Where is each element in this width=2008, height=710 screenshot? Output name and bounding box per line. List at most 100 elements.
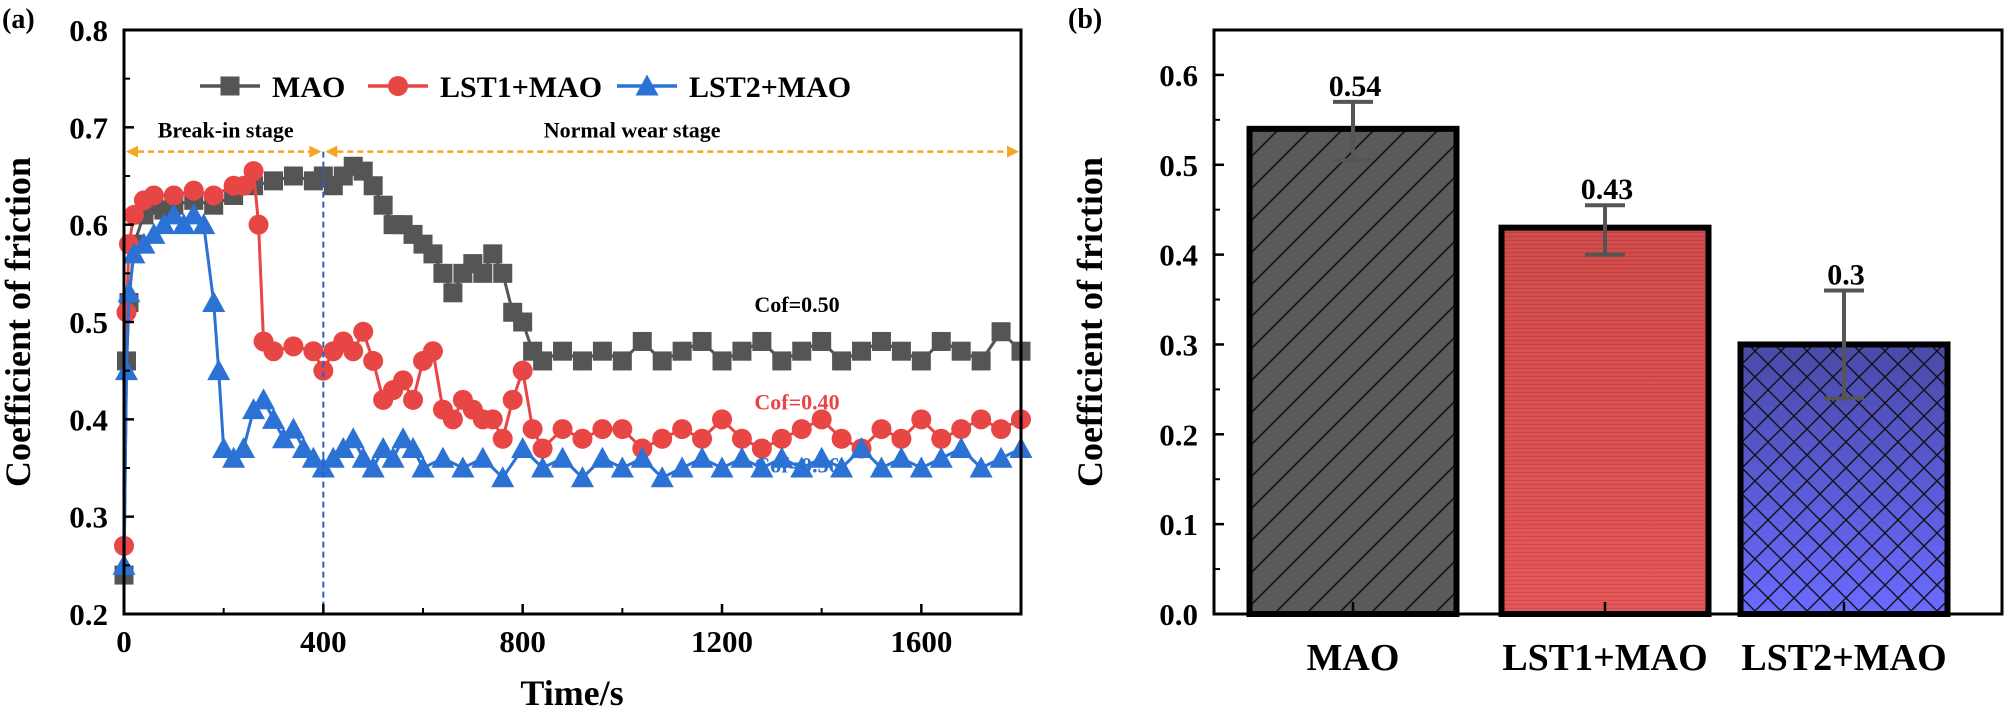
break-in-label: Break-in stage	[158, 118, 294, 143]
panel-b-label: (b)	[1068, 4, 1102, 35]
bar-pattern	[1501, 227, 1709, 614]
data-point	[233, 175, 254, 196]
y-tick-label: 0.4	[69, 402, 108, 437]
data-point	[482, 409, 503, 430]
data-point	[433, 263, 453, 283]
cof-annotation: Cof=0.50	[754, 292, 839, 317]
panel-a-legend: MAO LST1+MAO LST2+MAO	[200, 71, 851, 104]
arrowhead-left	[325, 145, 338, 158]
data-point	[672, 341, 692, 361]
data-point	[442, 409, 463, 430]
category-label: LST1+MAO	[1502, 637, 1707, 679]
data-point	[212, 437, 236, 459]
legend-label: LST2+MAO	[689, 71, 851, 104]
legend-marker	[388, 76, 408, 96]
data-point	[752, 331, 772, 351]
data-point	[850, 437, 874, 459]
data-point	[492, 428, 513, 449]
data-point	[612, 419, 633, 440]
data-point	[991, 419, 1012, 440]
data-point	[303, 341, 324, 362]
data-point	[483, 244, 503, 264]
y-tick-label: 0.2	[1159, 417, 1198, 452]
data-point	[351, 446, 375, 468]
legend-marker	[635, 74, 659, 96]
bar-fill	[1249, 128, 1457, 615]
data-point	[553, 341, 573, 361]
x-tick-label: 0	[116, 624, 132, 659]
bar-mao: 0.54	[1246, 70, 1460, 617]
x-tick-label: 1200	[691, 624, 753, 659]
data-point	[162, 203, 186, 225]
bar-value-label: 0.54	[1329, 70, 1382, 103]
series-lst1-mao	[114, 161, 1031, 556]
data-point	[951, 419, 972, 440]
bar-value-label: 0.43	[1581, 173, 1634, 206]
data-point	[403, 389, 424, 410]
data-point	[830, 456, 854, 478]
data-point	[313, 360, 334, 381]
data-point	[772, 351, 792, 371]
data-point	[363, 350, 384, 371]
y-tick-label: 0.0	[1159, 597, 1198, 632]
data-point	[869, 456, 893, 478]
data-point	[443, 283, 463, 303]
data-point	[692, 428, 713, 449]
data-point	[423, 244, 443, 264]
data-point	[551, 446, 575, 468]
data-point	[252, 388, 276, 410]
data-point	[989, 446, 1013, 468]
data-point	[522, 419, 543, 440]
data-point	[502, 389, 523, 410]
legend-label: MAO	[272, 71, 345, 104]
data-point	[353, 321, 374, 342]
data-point	[471, 446, 495, 468]
data-point	[692, 331, 712, 351]
data-point	[672, 419, 693, 440]
data-point	[533, 351, 553, 371]
data-point	[283, 336, 304, 357]
category-label: LST2+MAO	[1741, 637, 1946, 679]
data-point	[511, 437, 535, 459]
arrowhead-left	[126, 145, 138, 158]
data-point	[871, 419, 892, 440]
data-point	[513, 312, 533, 332]
data-point	[391, 427, 415, 449]
data-point	[969, 456, 993, 478]
series-lst2-mao	[112, 203, 1033, 575]
data-point	[852, 341, 872, 361]
data-point	[262, 407, 285, 429]
data-point	[909, 456, 933, 478]
panel-b-frame	[1212, 28, 2004, 616]
legend-marker	[220, 76, 240, 96]
data-point	[123, 204, 144, 225]
y-tick-label: 0.2	[69, 597, 108, 632]
data-point	[512, 360, 533, 381]
y-tick-label: 0.1	[1159, 507, 1198, 542]
data-point	[343, 341, 364, 362]
data-point	[650, 466, 674, 488]
panel-a-ylabel: Coefficient of friction	[0, 157, 38, 487]
data-point	[363, 176, 383, 196]
y-tick-label: 0.5	[69, 305, 108, 340]
legend-item: MAO	[200, 71, 345, 104]
data-point	[911, 351, 931, 371]
data-point	[491, 466, 515, 488]
data-point	[592, 341, 612, 361]
data-point	[790, 456, 814, 478]
data-point	[301, 446, 325, 468]
data-point	[891, 428, 912, 449]
y-tick-label: 0.7	[69, 110, 108, 145]
data-point	[203, 185, 224, 206]
data-point	[243, 161, 264, 182]
y-tick-label: 0.5	[1159, 148, 1198, 183]
cof-annotation: Cof=0.36	[754, 453, 839, 478]
data-point	[590, 446, 614, 468]
data-point	[712, 409, 732, 430]
data-point	[117, 281, 141, 303]
legend-item: LST2+MAO	[617, 71, 851, 104]
data-point	[493, 263, 513, 283]
panel-a: (a) Break-in stage Normal wear stage Cof=0…	[0, 4, 1033, 710]
data-point	[532, 438, 553, 459]
